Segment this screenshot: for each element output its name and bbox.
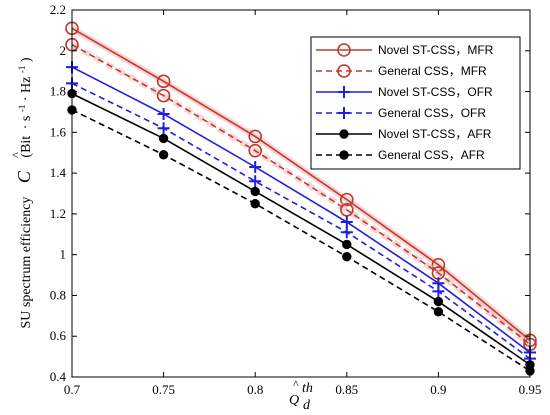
legend-item: General CSS，MFR [316, 64, 487, 78]
data-point [158, 133, 169, 144]
x-tick-label: 0.75 [152, 382, 175, 397]
x-axis: 0.7 0.75 0.8 0.85 0.9 0.95 [64, 10, 542, 397]
data-point [339, 203, 354, 217]
legend-label: Novel ST-CSS，OFR [378, 85, 493, 99]
data-point [433, 296, 444, 307]
svg-text:^: ^ [9, 152, 23, 158]
y-tick-label: 2.2 [50, 2, 66, 17]
y-axis-title-prefix: SU spectrum efficiency [19, 197, 34, 329]
data-point [250, 186, 260, 197]
series-line [71, 82, 531, 360]
series-line [71, 43, 531, 346]
x-axis-title-superscript: th [302, 381, 313, 396]
x-axis-title-symbol: Q [289, 393, 299, 408]
data-point [156, 88, 171, 103]
y-tick-label: 0.4 [50, 369, 67, 384]
legend-item: Novel ST-CSS，MFR [316, 43, 494, 57]
data-point [248, 129, 262, 144]
data-point [248, 143, 262, 158]
legend-item: Novel ST-CSS，OFR [316, 85, 493, 99]
y-tick-label: 1.6 [50, 124, 67, 139]
legend-marker [337, 64, 351, 78]
x-axis-title: Q d th ^ [289, 377, 313, 413]
data-point [342, 252, 352, 262]
y-tick-label: 0.8 [50, 287, 66, 302]
legend-marker [338, 86, 350, 98]
data-point [158, 150, 169, 160]
y-tick-label: 1.2 [50, 206, 66, 221]
legend-label: Novel ST-CSS，MFR [378, 43, 494, 57]
data-point [249, 160, 262, 173]
legend-marker [337, 43, 351, 57]
x-axis-title-subscript: d [303, 398, 311, 413]
y-axis-title-units-close: ) [19, 57, 34, 62]
y-tick-label: 1.8 [50, 84, 66, 99]
data-point [157, 107, 170, 120]
y-axis-title: SU spectrum efficiency C (Bit · s -1 · H… [9, 57, 34, 328]
data-point [250, 198, 260, 209]
x-tick-label: 0.8 [247, 382, 263, 397]
data-point [249, 175, 262, 188]
x-tick-label: 0.85 [335, 382, 358, 397]
y-tick-label: 2 [60, 43, 67, 58]
series-4 [67, 88, 535, 370]
legend-label: General CSS，OFR [378, 106, 486, 120]
data-point [156, 74, 171, 89]
legend-item: Novel ST-CSS，AFR [316, 127, 492, 141]
legend-item: General CSS，AFR [316, 148, 485, 162]
legend-marker [338, 107, 350, 119]
series-line [71, 66, 531, 354]
y-axis-title-units-hz: Hz [19, 77, 34, 93]
data-point [340, 226, 353, 239]
svg-text:^: ^ [293, 377, 299, 391]
data-point [340, 216, 353, 229]
svg-text:SU spectrum efficiency C: SU spectrum efficiency C (Bit · s -1 · H… [14, 57, 34, 328]
y-tick-label: 0.6 [50, 328, 67, 343]
legend-item: General CSS，OFR [316, 106, 486, 120]
series-3 [66, 77, 536, 365]
legend-label: General CSS，MFR [378, 64, 487, 78]
data-point [433, 307, 444, 317]
series-line [71, 109, 531, 372]
x-tick-label: 0.7 [64, 382, 81, 397]
x-tick-label: 0.95 [519, 382, 542, 397]
y-tick-label: 1.4 [50, 165, 67, 180]
legend-box [310, 36, 521, 170]
legend: Novel ST-CSS，MFR General CSS，MFR Novel ST-… [310, 36, 521, 170]
legend-marker [339, 150, 349, 160]
series-line [71, 27, 531, 341]
y-tick-label: 1 [60, 247, 67, 262]
plot-frame [71, 9, 531, 378]
series-line-halo [70, 42, 532, 347]
legend-label: Novel ST-CSS，AFR [378, 127, 492, 141]
series-line [71, 92, 531, 366]
series-0 [65, 21, 537, 348]
data-point [342, 239, 352, 250]
y-axis-title-symbol: C [14, 170, 34, 183]
y-axis: 0.4 0.6 0.8 1 1.2 1.4 1.6 1.8 2 2.2 [50, 2, 530, 384]
legend-marker [339, 129, 349, 139]
x-tick-label: 0.9 [430, 382, 446, 397]
data-point [432, 285, 445, 298]
data-point [339, 192, 354, 207]
y-axis-title-units-open: (Bit [19, 136, 34, 158]
plot-area [65, 21, 537, 376]
legend-label: General CSS，AFR [378, 148, 485, 162]
series-1 [65, 37, 537, 352]
data-point [157, 122, 170, 135]
y-axis-title-units-s: s [19, 116, 34, 121]
